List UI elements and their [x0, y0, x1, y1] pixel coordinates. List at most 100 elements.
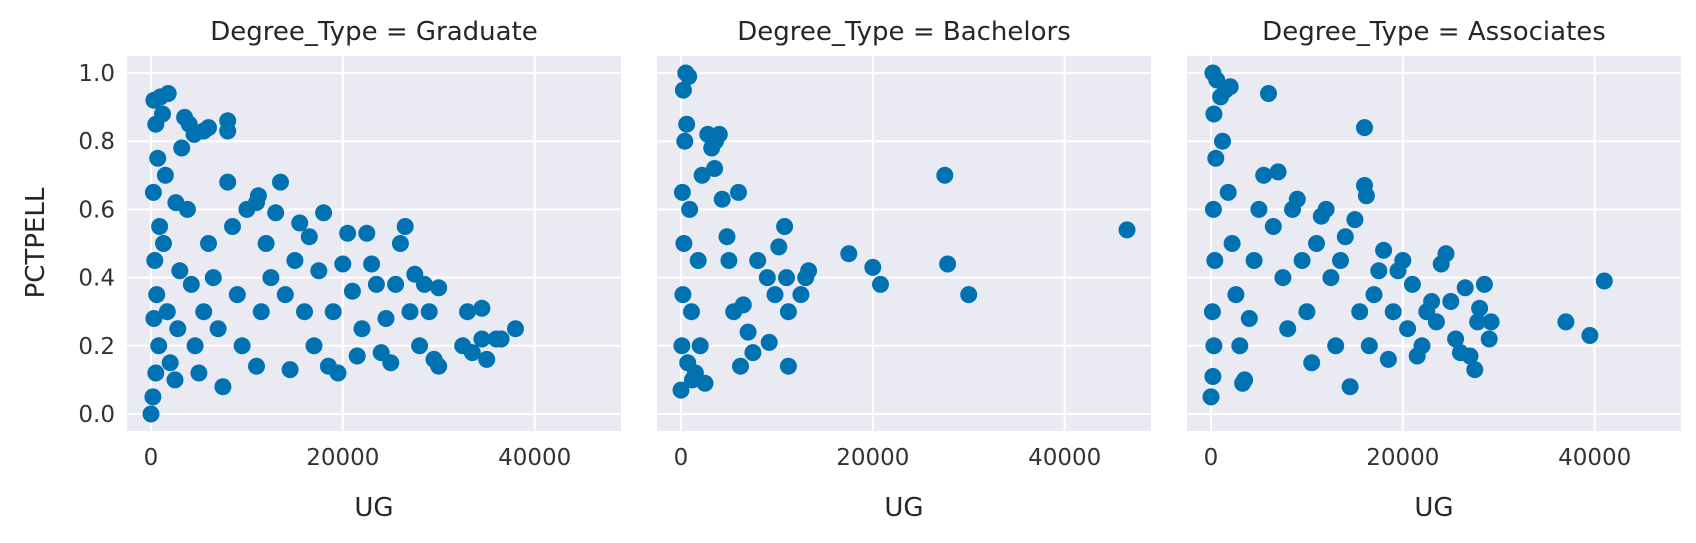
- y-tick-label: 0.0: [78, 402, 115, 428]
- data-point: [150, 337, 168, 355]
- data-point: [219, 122, 237, 140]
- data-point: [691, 337, 709, 355]
- data-point: [1221, 78, 1239, 96]
- data-point: [779, 303, 797, 321]
- data-point: [1399, 320, 1417, 338]
- gridlines-bachelors: [657, 56, 1151, 431]
- data-point: [1581, 327, 1599, 344]
- data-point: [1403, 275, 1421, 293]
- data-point: [1279, 320, 1297, 338]
- data-point: [1269, 163, 1287, 181]
- data-point: [776, 218, 794, 235]
- data-point: [718, 228, 736, 246]
- data-point: [674, 81, 692, 99]
- data-point: [939, 255, 957, 273]
- data-point: [792, 286, 810, 304]
- data-point: [1332, 252, 1349, 269]
- data-point: [766, 286, 784, 304]
- data-point: [459, 303, 476, 321]
- data-point: [430, 279, 448, 297]
- data-point: [387, 275, 405, 293]
- data-point: [1219, 183, 1237, 201]
- data-point: [377, 310, 395, 327]
- data-point: [1202, 388, 1220, 406]
- y-tick-label: 0.8: [78, 129, 115, 155]
- data-point: [1336, 228, 1354, 246]
- ticks-graduate: 0 20000 40000 0.0 0.2 0.4 0.6 0.8 1.0: [78, 61, 571, 471]
- data-point: [158, 303, 176, 321]
- x-tick-label: 40000: [498, 445, 571, 471]
- data-point: [1250, 200, 1268, 218]
- data-point: [758, 269, 776, 287]
- ticks-associates: 0 20000 40000: [1204, 445, 1632, 471]
- data-point: [154, 105, 171, 123]
- data-point: [142, 405, 160, 423]
- data-point: [689, 252, 707, 269]
- data-point: [353, 320, 371, 338]
- x-tick-label: 40000: [1558, 445, 1631, 471]
- facet-title-graduate: Degree_Type = Graduate: [210, 17, 538, 47]
- facet-panel-associates: Degree_Type = Associates UG 0 20000 40000: [1187, 17, 1681, 523]
- facet-title-bachelors: Degree_Type = Bachelors: [737, 17, 1071, 47]
- data-point: [178, 200, 196, 218]
- data-point: [1207, 149, 1225, 167]
- data-point: [734, 296, 752, 314]
- data-point: [676, 132, 694, 150]
- data-point: [334, 255, 352, 273]
- data-point: [1203, 303, 1221, 321]
- data-point: [1437, 245, 1455, 263]
- data-point: [286, 252, 304, 269]
- y-axis-label: PCTPELL: [21, 187, 51, 298]
- x-tick-label: 20000: [836, 445, 909, 471]
- data-point: [276, 286, 294, 304]
- data-point: [310, 262, 328, 280]
- data-point: [1205, 105, 1223, 123]
- data-point: [720, 252, 738, 269]
- data-point: [204, 269, 222, 287]
- data-point: [936, 166, 954, 184]
- data-point: [1308, 235, 1325, 252]
- data-point: [680, 68, 698, 85]
- data-point: [358, 224, 376, 242]
- data-point: [1413, 337, 1431, 355]
- data-point: [324, 303, 342, 321]
- data-point: [396, 218, 414, 235]
- data-point: [673, 337, 691, 355]
- x-axis-label-graduate: UG: [354, 493, 393, 523]
- data-point: [1206, 252, 1224, 269]
- facet-panel-graduate: Degree_Type = Graduate UG PCTPELL 0 20000…: [21, 17, 621, 523]
- data-point: [343, 282, 361, 300]
- data-point: [315, 204, 333, 222]
- data-point: [161, 354, 179, 372]
- x-tick-label: 0: [674, 445, 689, 471]
- data-point: [463, 344, 481, 362]
- data-point: [730, 183, 747, 201]
- x-tick-label: 20000: [1366, 445, 1439, 471]
- data-point: [156, 166, 174, 184]
- data-point: [1447, 330, 1465, 348]
- data-point: [1461, 347, 1479, 365]
- data-point: [739, 323, 757, 341]
- data-point: [1469, 313, 1487, 331]
- data-point: [1214, 132, 1231, 150]
- data-point: [233, 337, 251, 355]
- data-point: [252, 303, 270, 321]
- ticks-bachelors: 0 20000 40000: [674, 445, 1102, 471]
- data-point: [675, 235, 693, 252]
- data-point: [1293, 252, 1311, 269]
- data-point: [706, 160, 724, 177]
- gridlines-associates: [1187, 56, 1681, 431]
- data-point: [291, 214, 309, 232]
- data-point: [1442, 293, 1460, 310]
- data-point: [760, 333, 778, 351]
- data-point: [672, 381, 690, 399]
- data-point: [144, 183, 162, 201]
- data-point: [1360, 337, 1378, 355]
- x-tick-label: 40000: [1028, 445, 1101, 471]
- data-point: [1327, 337, 1345, 355]
- data-point: [749, 252, 767, 269]
- data-point: [683, 303, 700, 321]
- data-point: [151, 218, 169, 235]
- data-point: [678, 115, 696, 133]
